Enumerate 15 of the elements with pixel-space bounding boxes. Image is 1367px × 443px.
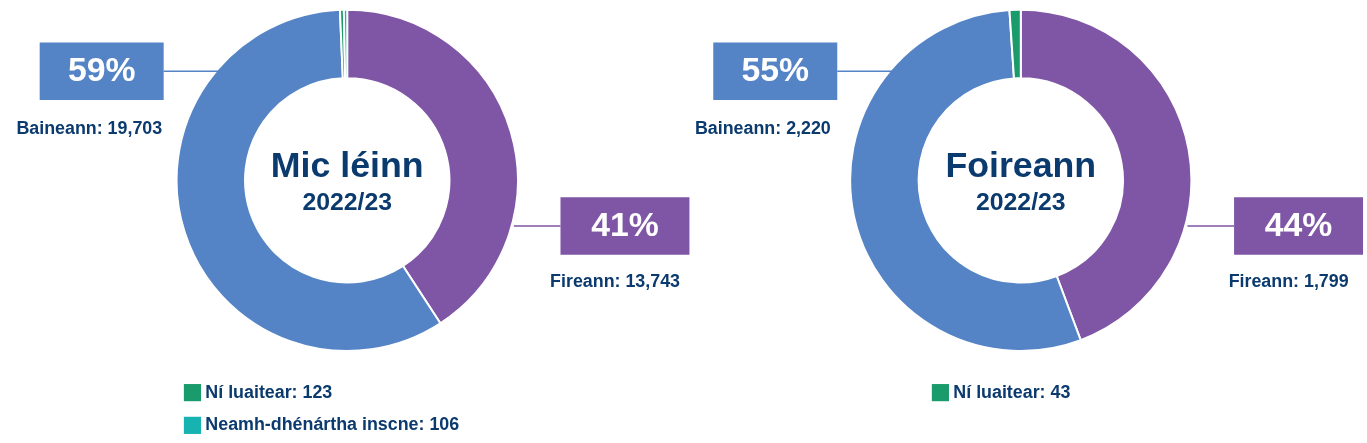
legend-label: Neamh-dhénártha inscne: 106: [205, 414, 460, 435]
text: 2022/23: [975, 188, 1066, 216]
text: Foireann: [945, 145, 1097, 186]
text: 59%: [67, 50, 136, 89]
text: 41%: [591, 204, 659, 243]
legend-label: Ní luaitear: 123: [205, 381, 333, 402]
slice-label: Fireann: 1,799: [1228, 271, 1349, 292]
text: 44%: [1264, 204, 1333, 243]
text: 2022/23: [302, 188, 393, 216]
slice-label: Baineann: 19,703: [16, 117, 163, 138]
text: Mic léinn: [270, 145, 424, 186]
slice-label: Baineann: 2,220: [694, 117, 831, 138]
text: 55%: [741, 50, 810, 89]
legend-label: Ní luaitear: 43: [953, 381, 1071, 402]
slice-label: Fireann: 13,743: [550, 271, 681, 292]
